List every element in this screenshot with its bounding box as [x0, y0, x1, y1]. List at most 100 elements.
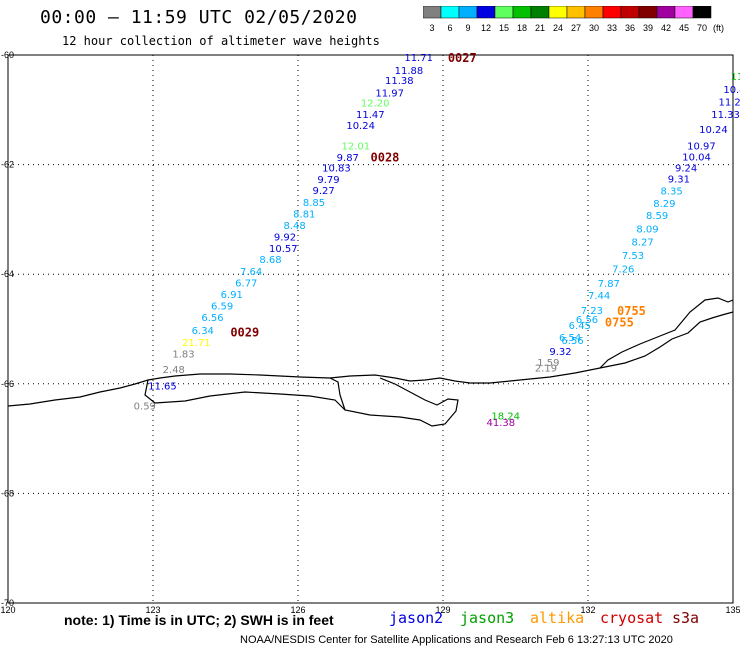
satellite-name: s3a — [672, 609, 700, 627]
wave-height-label: 1.83 — [172, 350, 194, 361]
lat-tick-label: -70 — [1, 598, 14, 608]
wave-height-label: 6.56 — [201, 313, 223, 324]
legend-swatch — [423, 6, 442, 19]
pass-time-label: 0755 — [617, 304, 646, 318]
wave-height-label: 2.48 — [163, 365, 185, 376]
legend-unit-label: (ft) — [713, 23, 724, 33]
pass-time-label: 0028 — [371, 150, 400, 164]
wave-height-label: 6.56 — [561, 336, 583, 347]
eastern-coast-lobe — [599, 297, 734, 369]
legend-bin-label: 3 — [429, 23, 434, 33]
legend-swatch — [584, 6, 604, 19]
wave-height-label: 9.24 — [675, 163, 697, 174]
axis-tick-labels: 120 123 126 129 132 135 -60 -62 -64 -66 -68 -70 — [0, 50, 740, 615]
wave-height-label: 41.38 — [487, 418, 516, 429]
wave-height-color-legend: 3 6 9 12 15 18 21 24 27 30 33 36 39 42 45 70 (ft) — [423, 6, 724, 33]
wave-height-label: 7.53 — [622, 251, 644, 262]
legend-bin-label: 42 — [661, 23, 671, 33]
wave-height-label: 8.59 — [646, 211, 668, 222]
map-frame — [7, 54, 734, 604]
wave-height-label: 7.23 — [581, 306, 603, 317]
wave-height-label: 8.85 — [303, 198, 325, 209]
wave-height-label: 10.97 — [687, 141, 716, 152]
wave-height-label: 8.27 — [632, 237, 654, 248]
wave-height-label: 6.91 — [221, 290, 243, 301]
wave-height-label: 10.24 — [346, 121, 375, 132]
wave-height-label: 8.68 — [259, 255, 281, 266]
satellite-name: altika — [530, 609, 585, 627]
wave-height-label: 11.38 — [385, 76, 414, 87]
satellite-name: jason2 — [389, 609, 444, 627]
wave-height-label: 11.29 — [719, 98, 740, 109]
legend-bin-label: 36 — [625, 23, 635, 33]
wave-height-label: 9.32 — [549, 347, 571, 358]
legend-swatch — [566, 6, 586, 19]
antarctic-coastline — [7, 311, 734, 407]
legend-bin-label: 6 — [447, 23, 452, 33]
wave-height-label: 6.56 — [576, 315, 598, 326]
legend-swatch — [602, 6, 622, 19]
lat-tick-label: -60 — [1, 50, 14, 60]
legend-swatch — [638, 6, 658, 19]
graticule — [8, 55, 733, 603]
wave-height-label: 11 — [731, 72, 740, 83]
legend-bin-label: 15 — [499, 23, 509, 33]
wave-height-label: 11.47 — [356, 110, 385, 121]
wave-height-label: 0.59 — [134, 402, 156, 413]
wave-height-label: 1.59 — [537, 358, 559, 369]
pass-time-label: 0027 — [448, 51, 477, 65]
wave-height-label: 10.04 — [682, 152, 711, 163]
page-title: 00:00 – 11:59 UTC 02/05/2020 — [40, 7, 358, 28]
credit-line: NOAA/NESDIS Center for Satellite Applica… — [240, 634, 673, 646]
legend-swatch — [476, 6, 496, 19]
wave-height-label: 10.57 — [269, 244, 298, 255]
wave-height-label: 9.27 — [313, 186, 335, 197]
wave-height-label: 11.88 — [395, 66, 424, 77]
wave-height-label: 10.4 — [723, 85, 740, 96]
lon-tick-label: 132 — [580, 605, 595, 615]
wave-height-label: 11.65 — [148, 381, 177, 392]
wave-height-label: 8.35 — [661, 186, 683, 197]
wave-height-label: 7.26 — [612, 265, 634, 276]
legend-swatch — [548, 6, 568, 19]
wave-height-label: 7.64 — [240, 267, 262, 278]
satellite-name: cryosat — [600, 609, 664, 627]
wave-height-label: 9.92 — [274, 232, 296, 243]
wave-height-label: 8.09 — [636, 225, 658, 236]
wave-height-label: 9.31 — [668, 174, 690, 185]
wave-height-label: 10.24 — [699, 125, 728, 136]
coast-inlet — [329, 377, 346, 411]
wave-height-label: 11.97 — [375, 88, 404, 99]
wave-height-label: 11.33 — [711, 110, 740, 121]
lon-tick-label: 129 — [435, 605, 450, 615]
wave-height-label: 12.01 — [342, 141, 371, 152]
legend-bin-label: 39 — [643, 23, 653, 33]
wave-height-label: 6.34 — [192, 326, 214, 337]
lon-tick-label: 126 — [290, 605, 305, 615]
wave-height-label: 21.71 — [182, 338, 211, 349]
legend-bin-label: 9 — [465, 23, 470, 33]
wave-height-label: 2.19 — [535, 363, 557, 374]
legend-bin-label: 30 — [589, 23, 599, 33]
legend-swatch — [656, 6, 676, 19]
wave-height-label: 8.81 — [293, 209, 315, 220]
wave-height-label: 6.45 — [569, 321, 591, 332]
legend-swatch — [512, 6, 532, 19]
wave-height-label: 7.44 — [588, 291, 610, 302]
pass-time-label: 0029 — [230, 326, 259, 340]
wave-height-label: 7.87 — [598, 279, 620, 290]
wave-height-label: 6.77 — [235, 278, 257, 289]
units-note: note: 1) Time is in UTC; 2) SWH is in fe… — [64, 612, 334, 628]
legend-bin-label: 27 — [571, 23, 581, 33]
lon-tick-label: 123 — [145, 605, 160, 615]
legend-bin-label: 21 — [535, 23, 545, 33]
legend-bin-label: 12 — [481, 23, 491, 33]
lon-tick-label: 135 — [725, 605, 740, 615]
lat-tick-label: -68 — [1, 488, 14, 498]
lat-tick-label: -62 — [1, 160, 14, 170]
wave-height-label: 8.29 — [653, 199, 675, 210]
wave-height-label: 6.59 — [211, 301, 233, 312]
legend-swatch — [530, 6, 550, 19]
legend-bin-label: 45 — [679, 23, 689, 33]
